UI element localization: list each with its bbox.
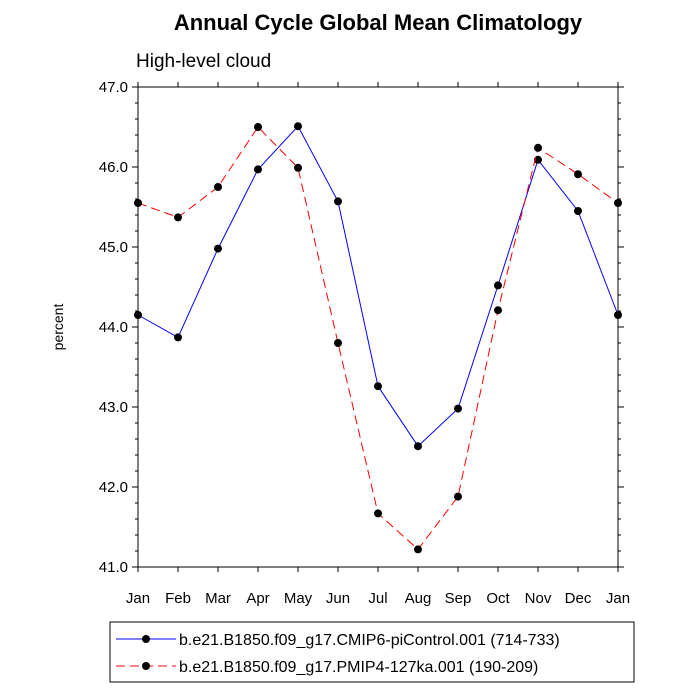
x-tick-label: Apr xyxy=(246,590,269,607)
y-tick-label: 44.0 xyxy=(99,319,128,336)
x-tick-label: Nov xyxy=(525,590,552,607)
series-0-point xyxy=(174,333,182,342)
chart-title: Annual Cycle Global Mean Climatology xyxy=(174,10,583,35)
x-tick-label: Feb xyxy=(165,590,191,607)
series-1-line xyxy=(137,126,619,551)
x-tick-label: May xyxy=(284,590,313,607)
series-0-point xyxy=(454,404,462,413)
x-tick-label: Aug xyxy=(405,590,432,607)
x-tick-label: Jul xyxy=(368,590,387,607)
x-tick-label: Jun xyxy=(326,590,350,607)
y-tick-label: 42.0 xyxy=(99,479,128,496)
legend-label: b.e21.B1850.f09_g17.PMIP4-127ka.001 (190… xyxy=(179,659,538,676)
y-tick-label: 47.0 xyxy=(99,79,128,96)
legend-swatch-marker xyxy=(142,635,150,643)
series-0-point xyxy=(294,122,302,131)
series-0-point xyxy=(574,207,582,215)
x-tick-label: Jan xyxy=(606,590,630,607)
series-1-point xyxy=(534,143,542,152)
series-0-point xyxy=(334,197,342,206)
y-axis-label: percent xyxy=(50,304,66,351)
series-1-point xyxy=(294,163,302,172)
y-tick-label: 45.0 xyxy=(99,239,128,256)
series-0-point xyxy=(214,244,222,253)
series-0-point xyxy=(494,281,502,290)
y-tick-label: 46.0 xyxy=(99,159,128,176)
legend-swatch-marker xyxy=(142,662,150,670)
y-tick-label: 41.0 xyxy=(99,559,128,576)
chart-subtitle: High-level cloud xyxy=(136,51,271,72)
series-1-point xyxy=(334,339,342,347)
series-1-point xyxy=(414,545,422,554)
y-tick-label: 43.0 xyxy=(99,399,128,416)
legend-frame xyxy=(109,621,635,683)
series-1-point xyxy=(494,306,502,315)
x-tick-label: Dec xyxy=(565,590,592,607)
series-1-point xyxy=(454,492,462,501)
x-tick-label: Mar xyxy=(205,590,231,607)
legend-label: b.e21.B1850.f09_g17.CMIP6-piControl.001 … xyxy=(179,632,560,649)
x-tick-label: Jan xyxy=(126,590,150,607)
series-1-point xyxy=(174,213,182,222)
series-1-point xyxy=(254,123,262,131)
series-0-point xyxy=(374,382,382,391)
series-1-point xyxy=(574,170,582,179)
x-tick-label: Sep xyxy=(445,590,472,607)
series-1-point xyxy=(214,183,222,191)
plot-frame xyxy=(137,86,619,568)
x-tick-label: Oct xyxy=(486,590,510,607)
series-0-point xyxy=(414,442,422,451)
legend: b.e21.B1850.f09_g17.CMIP6-piControl.001 … xyxy=(109,621,635,683)
series-1-point xyxy=(374,509,382,518)
series-0-point xyxy=(254,165,262,174)
series-0-line xyxy=(137,125,619,447)
